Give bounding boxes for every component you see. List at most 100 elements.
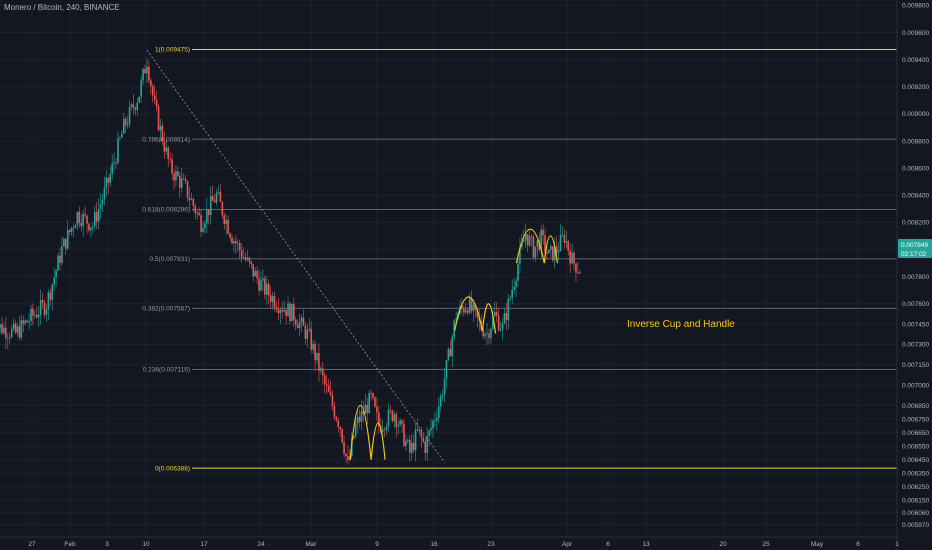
candle-body <box>372 393 374 398</box>
pattern-curve[interactable] <box>543 235 559 264</box>
candle-body <box>391 410 394 422</box>
candle-body <box>0 324 1 329</box>
candle-body <box>352 436 355 439</box>
candle-body <box>521 242 523 248</box>
candle-body <box>468 298 471 313</box>
candle-body <box>99 204 102 209</box>
candle-body <box>256 271 258 279</box>
price-tick-label: 0.006750 <box>902 416 929 423</box>
candle-body <box>553 246 556 261</box>
pattern-curve[interactable] <box>454 296 484 331</box>
candle-body <box>519 247 521 264</box>
candle-body <box>84 213 86 216</box>
candle-body <box>213 200 216 203</box>
candle-body <box>513 286 515 290</box>
time-tick-label: 6 <box>606 541 610 548</box>
candle-body <box>376 406 378 413</box>
candle-body <box>567 241 570 251</box>
candle-body <box>236 242 239 244</box>
pattern-annotation: Inverse Cup and Handle <box>627 319 735 330</box>
candle-body <box>93 211 96 227</box>
candle-body <box>59 255 61 263</box>
candle-body <box>252 264 255 277</box>
candle-body <box>488 333 490 339</box>
candle-body <box>532 236 535 258</box>
candle-body <box>115 162 117 164</box>
candle-body <box>366 404 369 414</box>
candle-body <box>90 227 92 231</box>
candle-body <box>559 234 562 251</box>
candle-body <box>103 187 106 200</box>
pattern-curve[interactable] <box>515 228 545 264</box>
pattern-curve[interactable] <box>481 303 497 334</box>
candle-body <box>474 304 477 310</box>
candle-body <box>296 324 299 329</box>
trendline[interactable] <box>146 49 445 463</box>
candle-body <box>470 298 473 311</box>
candle-body <box>279 309 282 314</box>
price-axis[interactable]: 0.009800 0.009600 0.009400 0.009200 0.009000… <box>902 3 929 529</box>
candle-body <box>51 284 54 300</box>
price-tick-label: 0.008600 <box>902 165 929 172</box>
price-axis-background[interactable] <box>897 0 932 550</box>
time-axis[interactable]: 27 Feb 3 10 17 24 Mar 9 16 23 Apr 6 13 20 25 May 6 1 <box>28 541 899 548</box>
time-tick-label: 24 <box>257 541 265 548</box>
candle-body <box>194 206 197 214</box>
candle-body <box>155 99 158 107</box>
candle-body <box>563 234 566 243</box>
candle-body <box>229 233 231 238</box>
pattern-curve[interactable] <box>349 405 372 460</box>
candle-body <box>124 118 127 126</box>
candle-body <box>455 318 457 321</box>
candle-body <box>28 321 30 323</box>
candle-body <box>227 220 229 234</box>
candle-body <box>281 309 284 312</box>
candle-body <box>275 307 278 310</box>
candle-body <box>335 417 338 421</box>
candle-body <box>68 230 71 232</box>
candle-body <box>565 241 568 243</box>
candle-body <box>550 246 552 250</box>
price-tick-label: 0.009800 <box>902 3 929 10</box>
trendline-layer[interactable] <box>146 49 445 463</box>
candle-body <box>482 329 485 337</box>
candle-body <box>285 309 287 317</box>
pattern-curve[interactable] <box>370 422 386 460</box>
candle-body <box>314 343 316 361</box>
candle-body <box>569 250 571 264</box>
candle-body <box>378 412 380 427</box>
candle-body <box>211 196 214 201</box>
candle-body <box>495 311 498 316</box>
candle-body <box>323 375 326 384</box>
candle-body <box>424 441 427 453</box>
candle-body <box>173 173 175 181</box>
candle-body <box>347 456 349 461</box>
candle-body <box>345 453 347 457</box>
candle-body <box>497 315 500 331</box>
candle-body <box>262 278 264 281</box>
candle-body <box>526 234 529 246</box>
candle-body <box>530 236 533 238</box>
candle-body <box>233 241 235 244</box>
candle-body <box>34 314 36 316</box>
price-tick-label: 0.009200 <box>902 84 929 91</box>
candle-body <box>244 257 247 260</box>
candle-body <box>186 181 189 198</box>
candle-body <box>515 280 517 287</box>
candle-body <box>217 191 220 193</box>
time-tick-label: Feb <box>64 541 76 548</box>
candle-body <box>119 137 121 139</box>
candle-body <box>428 430 430 437</box>
candle-body <box>434 420 436 422</box>
candle-body <box>109 173 112 183</box>
time-tick-label: May <box>811 541 824 548</box>
candle-body <box>561 234 564 236</box>
candle-body <box>134 107 137 110</box>
pattern-curves[interactable] <box>349 228 559 460</box>
candle-body <box>76 211 79 226</box>
candle-body <box>14 323 17 333</box>
candle-body <box>416 429 419 431</box>
candle-body <box>405 441 407 446</box>
